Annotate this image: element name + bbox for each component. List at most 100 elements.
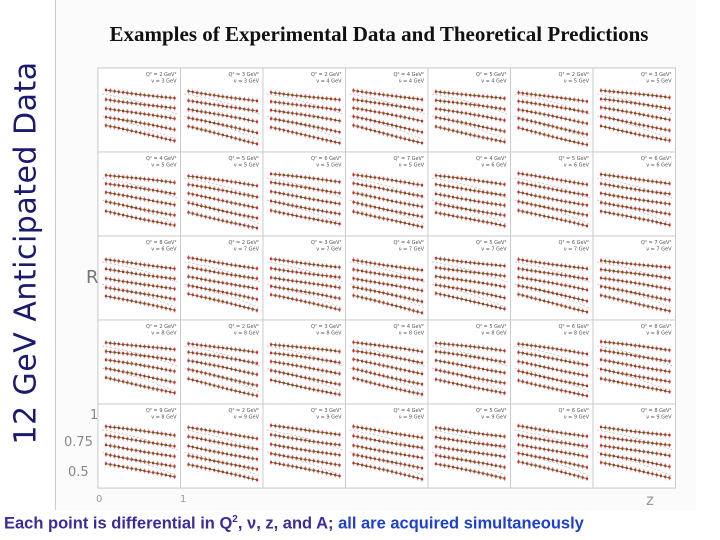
panel-label: ν = 8 GeV xyxy=(234,331,260,337)
model-curve xyxy=(270,370,340,385)
panel-label: ν = 6 GeV xyxy=(646,163,672,169)
panel-label: Q² = 3 GeV² xyxy=(311,240,341,246)
model-curve xyxy=(600,192,670,205)
model-curve xyxy=(270,379,340,395)
y-axis-symbol: R xyxy=(86,267,99,288)
model-curve xyxy=(435,193,505,206)
model-curve xyxy=(270,92,340,101)
model-curve xyxy=(600,174,670,184)
model-curve xyxy=(435,184,505,196)
model-curve xyxy=(105,108,175,119)
model-curve xyxy=(518,173,588,185)
model-curve xyxy=(518,191,588,206)
model-curve xyxy=(353,350,423,364)
model-curve xyxy=(600,277,670,290)
panel-label: ν = 6 GeV xyxy=(481,163,507,169)
panel-label: Q² = 5 GeV² xyxy=(229,156,259,162)
model-curve xyxy=(435,351,505,363)
panel-label: Q² = 4 GeV² xyxy=(394,240,424,246)
model-curve xyxy=(353,341,423,352)
model-curve xyxy=(600,125,670,141)
model-curve xyxy=(518,361,588,377)
model-curve xyxy=(270,294,340,310)
model-curve xyxy=(518,380,588,397)
model-curve xyxy=(435,126,505,143)
model-curve xyxy=(270,200,340,215)
model-curve xyxy=(600,116,670,131)
model-curve xyxy=(353,183,423,197)
model-curve xyxy=(600,210,670,226)
model-curve xyxy=(105,287,175,300)
model-curve xyxy=(600,202,670,215)
model-curve xyxy=(188,351,258,364)
panel-label: ν = 4 GeV xyxy=(481,79,507,85)
model-curve xyxy=(600,269,670,279)
model-curve xyxy=(188,285,258,300)
model-curve xyxy=(353,107,423,122)
panel-label: ν = 8 GeV xyxy=(399,331,425,337)
model-curve xyxy=(105,174,175,183)
panel-label: Q² = 5 GeV² xyxy=(476,72,506,78)
model-curve xyxy=(518,182,588,196)
model-curve xyxy=(270,352,340,363)
model-curve xyxy=(435,276,505,288)
panel-label: Q² = 5 GeV² xyxy=(476,240,506,246)
model-curve xyxy=(353,211,423,228)
panel-label: Q² = 2 GeV² xyxy=(229,324,259,330)
panel-label: ν = 7 GeV xyxy=(646,247,672,253)
model-curve xyxy=(518,268,588,280)
panel-label: ν = 5 GeV xyxy=(151,163,177,169)
panel-label: Q² = 3 GeV² xyxy=(311,324,341,330)
model-curve xyxy=(270,182,340,194)
panel-frame xyxy=(345,67,429,153)
model-curve xyxy=(188,343,258,353)
panel-label: ν = 5 GeV xyxy=(564,79,590,85)
model-curve xyxy=(270,361,340,375)
model-curve xyxy=(353,295,423,314)
model-curve xyxy=(518,285,588,302)
panel-frame xyxy=(427,67,511,153)
panel-label: ν = 8 GeV xyxy=(151,331,177,337)
panel-label: ν = 7 GeV xyxy=(399,247,425,253)
model-curve xyxy=(435,284,505,299)
panel-label: ν = 4 GeV xyxy=(399,79,425,85)
model-curve xyxy=(518,210,588,227)
panel-frame xyxy=(97,151,181,237)
panel-label: Q² = 6 GeV² xyxy=(559,240,589,246)
panel-frame xyxy=(97,319,181,405)
panel-label: Q² = 2 GeV² xyxy=(311,72,341,78)
model-curve xyxy=(435,175,505,185)
panel-label: ν = 7 GeV xyxy=(316,247,342,253)
model-curve xyxy=(518,92,588,102)
panel-label: ν = 3 GeV xyxy=(151,79,177,85)
model-curve xyxy=(188,202,258,219)
panel-label: ν = 8 GeV xyxy=(646,331,672,337)
model-curve xyxy=(600,98,670,109)
panel-label: Q² = 3 GeV² xyxy=(229,72,259,78)
model-curve xyxy=(188,257,258,269)
model-curve xyxy=(353,359,423,375)
model-curve xyxy=(353,174,423,186)
model-curve xyxy=(188,293,258,311)
model-curve xyxy=(353,286,423,302)
model-curve xyxy=(270,258,340,268)
model-curve xyxy=(270,277,340,288)
model-curve xyxy=(435,342,505,352)
model-curve xyxy=(270,109,340,122)
model-curve xyxy=(353,201,423,217)
